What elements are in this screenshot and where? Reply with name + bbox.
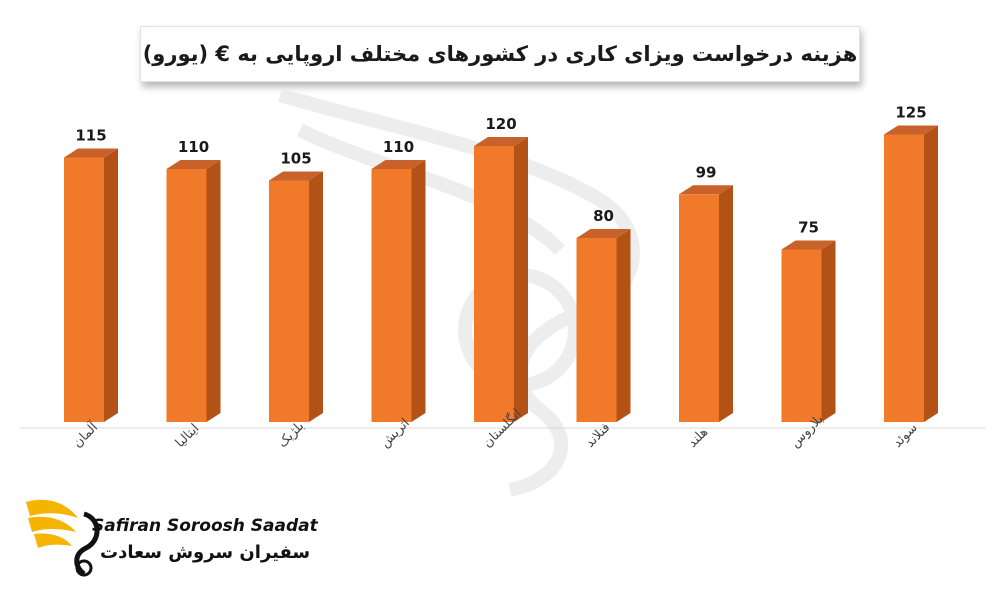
data-label: 120 bbox=[485, 115, 516, 133]
bar-top bbox=[64, 148, 118, 158]
category-label: آلمان bbox=[69, 418, 102, 451]
bar bbox=[269, 180, 309, 422]
data-label: 115 bbox=[75, 127, 106, 145]
bar bbox=[679, 194, 719, 422]
bar-side bbox=[411, 160, 426, 422]
bar bbox=[474, 146, 514, 422]
bar-side bbox=[821, 240, 836, 422]
phoenix-logo-icon bbox=[26, 499, 100, 577]
chart-title-box: هزینه درخواست ویزای کاری در کشورهای مختل… bbox=[140, 26, 860, 82]
bar-side bbox=[719, 185, 733, 422]
data-label: 125 bbox=[895, 104, 926, 122]
bar-top bbox=[269, 171, 323, 181]
bar-group: 80 فنلاند bbox=[576, 207, 631, 451]
category-label: سوئد bbox=[890, 420, 920, 450]
bar bbox=[781, 249, 822, 422]
bar-side bbox=[309, 171, 323, 422]
bar bbox=[371, 169, 412, 422]
data-label: 75 bbox=[798, 219, 819, 237]
bar-group: 125 سوئد bbox=[884, 104, 938, 451]
category-label: ایتالیا bbox=[173, 421, 203, 451]
company-logo: Safiran Soroosh Saadat سفیران سروش سعادت bbox=[22, 492, 318, 582]
bar-top bbox=[884, 125, 938, 135]
bar-group: 105 بلژیک bbox=[269, 150, 323, 451]
bar-side bbox=[514, 137, 528, 422]
category-label: فنلاند bbox=[583, 420, 614, 451]
bar-group: 99 هلند bbox=[679, 163, 733, 451]
bar-group: 115 آلمان bbox=[64, 127, 118, 451]
brand-name-persian: سفیران سروش سعادت bbox=[100, 542, 311, 563]
data-label: 80 bbox=[593, 207, 614, 225]
bar bbox=[884, 134, 924, 422]
data-label: 110 bbox=[383, 138, 414, 156]
chart-title: هزینه درخواست ویزای کاری در کشورهای مختل… bbox=[142, 42, 858, 66]
bar-top bbox=[474, 137, 528, 146]
bar-top bbox=[781, 240, 836, 250]
brand-name-english: Safiran Soroosh Saadat bbox=[92, 516, 318, 536]
bar bbox=[576, 238, 617, 422]
bar-group: 110 ایتالیا bbox=[166, 138, 221, 451]
data-label: 105 bbox=[280, 150, 311, 168]
data-label: 99 bbox=[696, 163, 717, 181]
category-label: بلژیک bbox=[275, 419, 307, 451]
bar bbox=[166, 169, 207, 422]
category-label: هلند bbox=[685, 425, 711, 451]
bar-side bbox=[206, 160, 221, 422]
bar-side bbox=[616, 229, 631, 422]
bar-side bbox=[104, 148, 118, 422]
data-label: 110 bbox=[178, 138, 209, 156]
bar-top bbox=[679, 185, 733, 195]
bar-side bbox=[924, 125, 938, 422]
bar-top bbox=[576, 229, 631, 238]
bar-top bbox=[166, 160, 221, 169]
bar bbox=[64, 157, 104, 422]
bar-top bbox=[371, 160, 426, 169]
